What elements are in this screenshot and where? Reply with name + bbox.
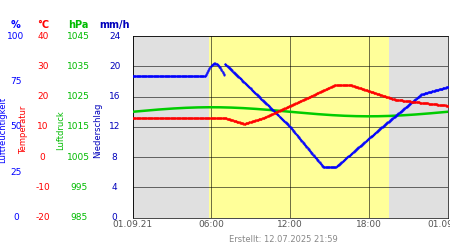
Text: 30: 30 — [37, 62, 49, 71]
Text: 100: 100 — [7, 32, 24, 41]
Bar — [209, 36, 389, 218]
Text: Erstellt: 12.07.2025 21:59: Erstellt: 12.07.2025 21:59 — [229, 235, 338, 244]
Text: Temperatur: Temperatur — [19, 106, 28, 154]
Text: 25: 25 — [10, 168, 22, 177]
Text: -10: -10 — [36, 183, 50, 192]
Text: °C: °C — [37, 20, 49, 30]
Text: Niederschlag: Niederschlag — [94, 102, 103, 158]
Text: 24: 24 — [109, 32, 121, 41]
Text: hPa: hPa — [68, 20, 89, 30]
Text: 20: 20 — [109, 62, 121, 71]
Text: 0: 0 — [112, 213, 117, 222]
Text: 1015: 1015 — [67, 122, 90, 132]
Text: 8: 8 — [112, 152, 117, 162]
Text: 4: 4 — [112, 183, 117, 192]
Text: 10: 10 — [37, 122, 49, 132]
Text: Luftdruck: Luftdruck — [56, 110, 65, 150]
Text: 12: 12 — [109, 122, 121, 132]
Text: -20: -20 — [36, 213, 50, 222]
Bar — [133, 36, 209, 218]
Text: %: % — [11, 20, 21, 30]
Text: 1005: 1005 — [67, 152, 90, 162]
Text: 0: 0 — [13, 213, 18, 222]
Text: mm/h: mm/h — [99, 20, 130, 30]
Text: 995: 995 — [70, 183, 87, 192]
Text: 40: 40 — [37, 32, 49, 41]
Text: 20: 20 — [37, 92, 49, 101]
Text: 985: 985 — [70, 213, 87, 222]
Text: 1035: 1035 — [67, 62, 90, 71]
Bar — [389, 36, 448, 218]
Text: 75: 75 — [10, 77, 22, 86]
Text: 1045: 1045 — [68, 32, 90, 41]
Text: 1025: 1025 — [68, 92, 90, 101]
Text: 0: 0 — [40, 152, 45, 162]
Text: Luftfeuchtigkeit: Luftfeuchtigkeit — [0, 97, 7, 163]
Text: 16: 16 — [109, 92, 121, 101]
Text: 50: 50 — [10, 122, 22, 132]
